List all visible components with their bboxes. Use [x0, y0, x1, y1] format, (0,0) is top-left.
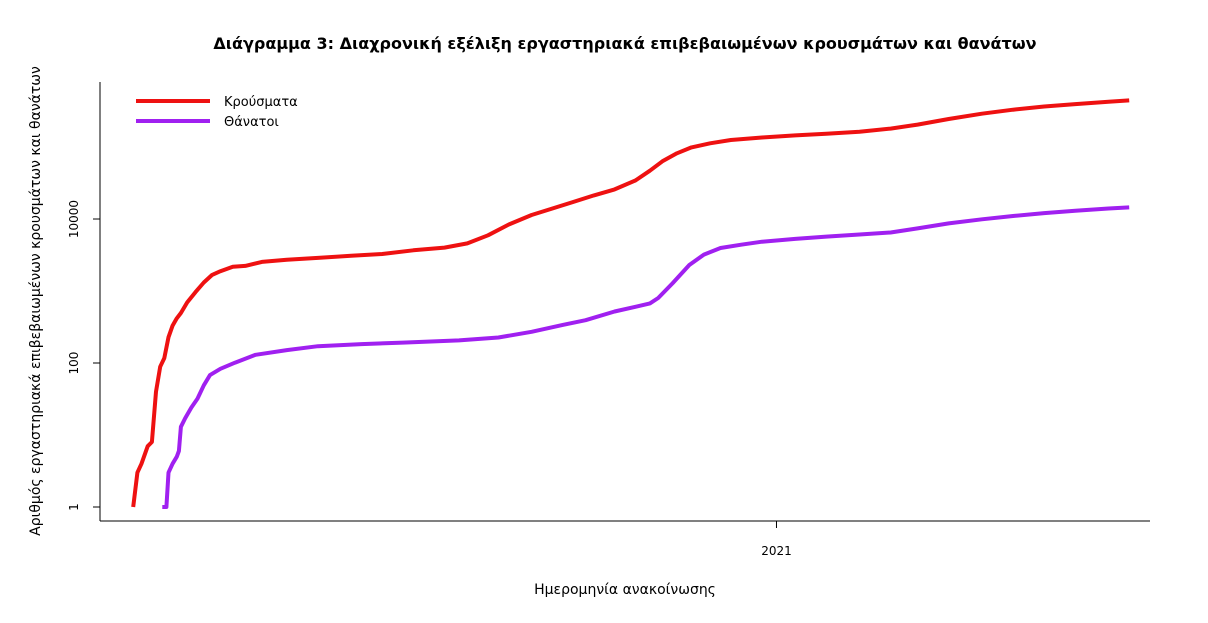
legend-label: Κρούσματα — [224, 95, 298, 110]
y-tick-label: 10000 — [67, 200, 81, 238]
y-tick-label: 100 — [67, 352, 81, 375]
x-axis-label: Ημερομηνία ανακοίνωσης — [534, 582, 716, 598]
axes — [99, 82, 1150, 522]
series-line-cases — [131, 98, 1130, 508]
chart-title: Διάγραμμα 3: Διαχρονική εξέλιξη εργαστηρ… — [213, 34, 1036, 53]
y-ticks: 1 100 10000 — [67, 200, 100, 511]
y-axis-label: Αριθμός εργαστηριακά επιβεβαιωμένων κρου… — [28, 66, 44, 536]
legend: Κρούσματα Θάνατοι — [136, 95, 298, 130]
series-line-deaths — [162, 205, 1130, 509]
legend-label: Θάνατοι — [224, 115, 279, 130]
y-tick-label: 1 — [67, 503, 81, 511]
x-tick-label: 2021 — [761, 544, 792, 558]
x-ticks: 2021 — [761, 521, 792, 558]
series — [131, 98, 1130, 509]
